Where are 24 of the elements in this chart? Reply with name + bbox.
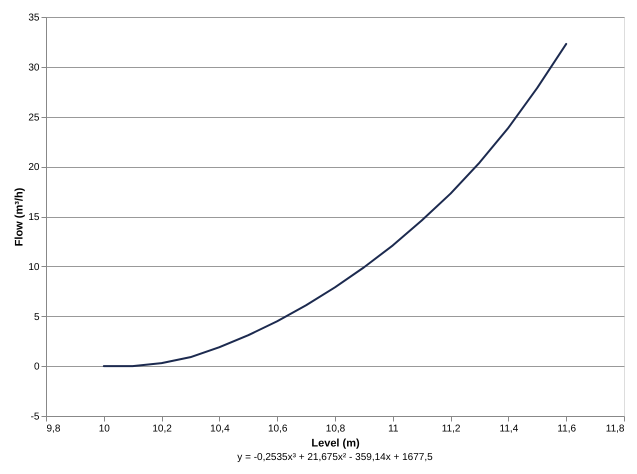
y-tick-label: 10 [28, 262, 40, 273]
y-tick-label: 15 [28, 212, 40, 223]
y-tick-label: 0 [34, 362, 40, 373]
x-tick-label: 10,8 [326, 424, 346, 434]
x-tick-label: 11,2 [442, 424, 461, 434]
y-tick-label: 25 [28, 112, 40, 124]
text: y = -0,2535x³ + 21,675x² - 359,14x + 1677,5 [237, 452, 434, 463]
y-tick-label: 20 [28, 162, 40, 174]
x-tick-label: 9,8 [46, 424, 61, 434]
x-tick-label: 11,4 [500, 424, 519, 434]
x-tick-label: 11,8 [606, 424, 625, 434]
x-tick-label: 11,6 [557, 424, 576, 434]
x-axis-title: Level (m) [311, 438, 360, 450]
line-series [102, 42, 568, 368]
x-tick-label: 10 [98, 424, 110, 434]
x-tick-label: 10,4 [210, 424, 230, 434]
x-tick-label: 10,2 [152, 424, 172, 434]
x-tick-label: 10,6 [268, 424, 288, 434]
y-tick-label: 30 [28, 62, 40, 74]
y-tick-label: 35 [28, 12, 40, 24]
y-tick-label: 5 [34, 312, 40, 323]
x-tick-label: 11 [388, 424, 399, 434]
y-tick-label: -5 [30, 412, 40, 422]
y-axis-title: Flow (m³/h) [13, 187, 26, 246]
